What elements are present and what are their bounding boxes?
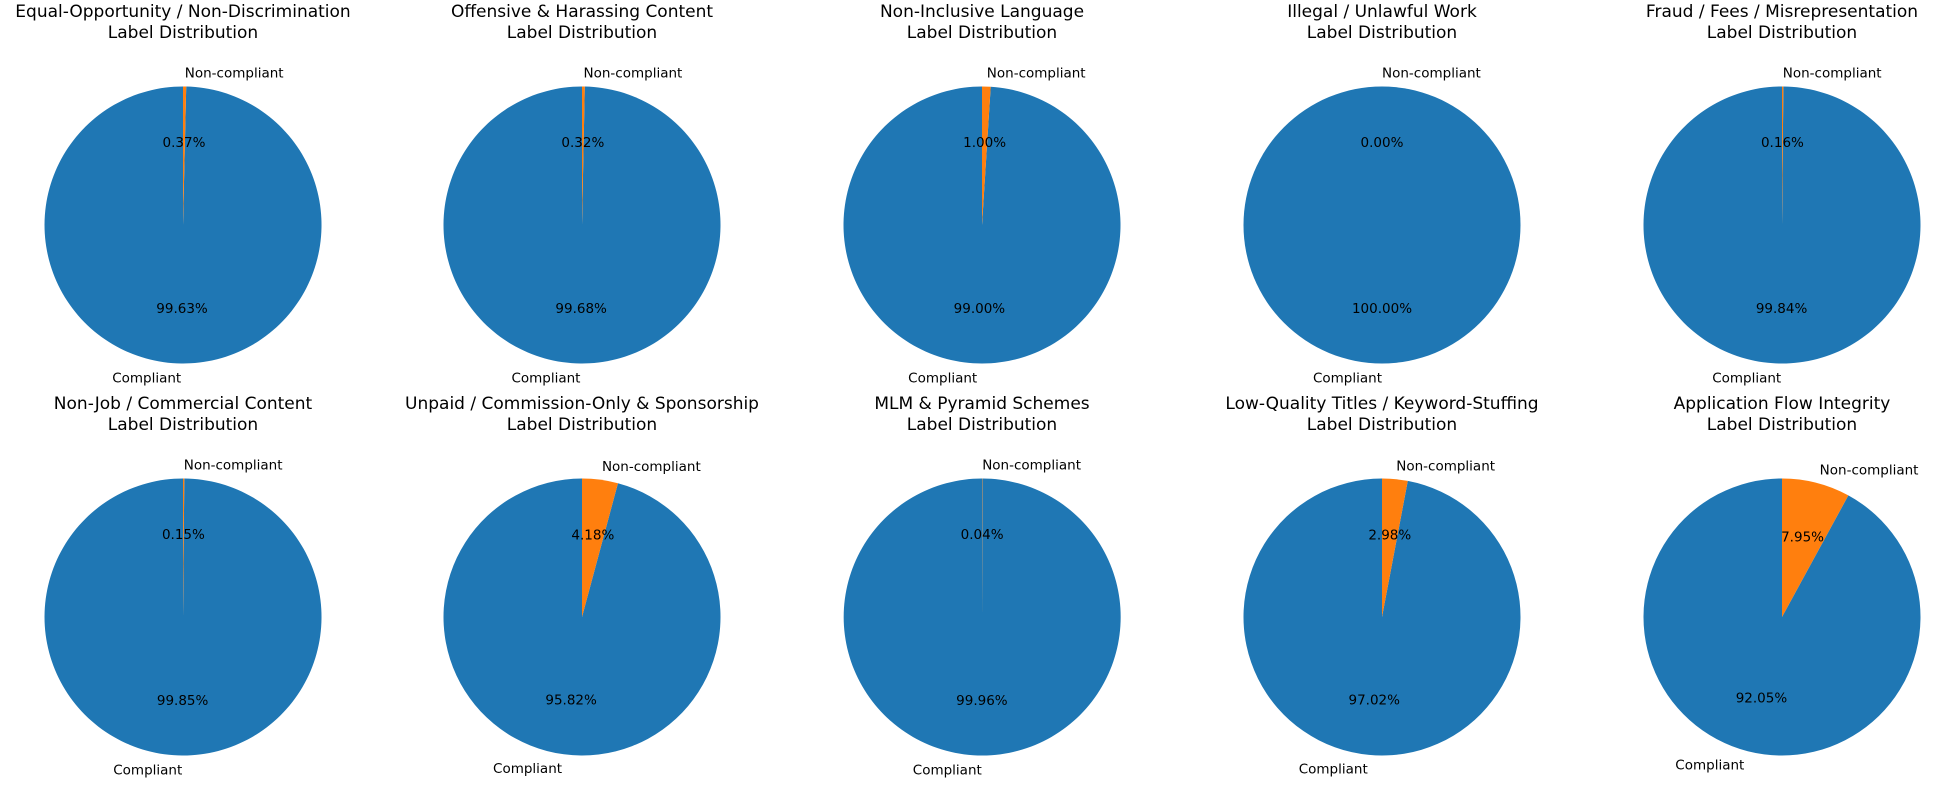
pie-slice-compliant [44, 478, 322, 756]
percent-label-compliant: 95.82% [545, 692, 597, 708]
slice-label-non-compliant: Non-compliant [987, 66, 1086, 82]
slice-label-non-compliant: Non-compliant [185, 66, 284, 82]
slice-label-non-compliant: Non-compliant [584, 66, 683, 82]
chart-title: Application Flow Integrity [1674, 394, 1891, 414]
percent-label-non-compliant: 2.98% [1368, 527, 1411, 543]
slice-label-compliant: Compliant [511, 370, 580, 386]
slice-label-non-compliant: Non-compliant [1783, 66, 1882, 82]
pie-slice-non-compliant [1782, 86, 1784, 225]
percent-label-non-compliant: 0.00% [1361, 135, 1404, 151]
percent-label-non-compliant: 0.15% [162, 527, 205, 543]
percent-label-non-compliant: 0.04% [961, 527, 1004, 543]
percent-label-compliant: 99.68% [555, 301, 607, 317]
pie-slice-compliant [443, 86, 721, 364]
chart-title: Offensive & Harassing Content [451, 2, 713, 22]
pie-slice-compliant [443, 478, 721, 756]
chart-title: Equal-Opportunity / Non-Discrimination [15, 2, 350, 22]
slice-label-compliant: Compliant [113, 762, 182, 778]
slice-label-compliant: Compliant [112, 370, 181, 386]
pie-slice-compliant [1243, 86, 1521, 364]
percent-label-compliant: 97.02% [1348, 693, 1400, 709]
chart-subtitle: Label Distribution [1707, 23, 1857, 43]
pie-slice-non-compliant [183, 478, 185, 617]
pie-chart-equal-opportunity-non-discrimination: Equal-Opportunity / Non-DiscriminationLa… [15, 2, 350, 386]
pie-slice-compliant [1643, 478, 1921, 756]
pie-chart-low-quality-titles-keyword-stuffing: Low-Quality Titles / Keyword-StuffingLab… [1225, 394, 1538, 778]
percent-label-compliant: 99.96% [956, 693, 1008, 709]
slice-label-non-compliant: Non-compliant [982, 458, 1081, 474]
pie-slice-non-compliant [582, 86, 585, 225]
slice-label-compliant: Compliant [1675, 758, 1744, 774]
percent-label-compliant: 99.63% [156, 301, 208, 317]
percent-label-compliant: 99.00% [954, 301, 1006, 317]
pie-slice-compliant [44, 86, 322, 364]
pie-slice-non-compliant [1782, 478, 1849, 617]
slice-label-compliant: Compliant [908, 370, 977, 386]
percent-label-non-compliant: 0.16% [1761, 135, 1804, 151]
chart-subtitle: Label Distribution [1307, 23, 1457, 43]
slice-label-compliant: Compliant [493, 761, 562, 777]
chart-title: Low-Quality Titles / Keyword-Stuffing [1225, 394, 1538, 414]
chart-subtitle: Label Distribution [1707, 415, 1857, 435]
slice-label-non-compliant: Non-compliant [1396, 458, 1495, 474]
slice-label-non-compliant: Non-compliant [1382, 66, 1481, 82]
percent-label-compliant: 99.84% [1756, 301, 1808, 317]
pie-slice-non-compliant [582, 478, 618, 617]
slice-label-compliant: Compliant [1712, 370, 1781, 386]
chart-title: MLM & Pyramid Schemes [874, 394, 1089, 414]
percent-label-non-compliant: 0.37% [163, 135, 206, 151]
percent-label-compliant: 92.05% [1736, 691, 1788, 707]
chart-title: Non-Inclusive Language [880, 2, 1084, 22]
chart-subtitle: Label Distribution [507, 415, 657, 435]
pie-slice-compliant [843, 478, 1121, 756]
slice-label-non-compliant: Non-compliant [184, 458, 283, 474]
pie-slice-non-compliant [982, 86, 991, 225]
pie-slice-non-compliant [183, 86, 187, 225]
slice-label-compliant: Compliant [1299, 762, 1368, 778]
percent-label-non-compliant: 7.95% [1781, 529, 1824, 545]
chart-title: Non-Job / Commercial Content [54, 394, 313, 414]
chart-title: Illegal / Unlawful Work [1287, 2, 1477, 22]
chart-subtitle: Label Distribution [108, 23, 258, 43]
slice-label-non-compliant: Non-compliant [602, 459, 701, 475]
percent-label-non-compliant: 1.00% [963, 135, 1006, 151]
pie-chart-unpaid-commission-only-sponsorship: Unpaid / Commission-Only & SponsorshipLa… [405, 394, 759, 777]
chart-subtitle: Label Distribution [507, 23, 657, 43]
slice-label-compliant: Compliant [913, 762, 982, 778]
chart-title: Unpaid / Commission-Only & Sponsorship [405, 394, 759, 414]
pie-slice-non-compliant [1382, 478, 1408, 617]
chart-subtitle: Label Distribution [1307, 415, 1457, 435]
percent-label-compliant: 100.00% [1352, 301, 1412, 317]
slice-label-compliant: Compliant [1313, 370, 1382, 386]
pie-slice-compliant [843, 86, 1121, 364]
pie-slice-compliant [1243, 478, 1521, 756]
percent-label-non-compliant: 0.32% [561, 135, 604, 151]
pie-slice-compliant [1643, 86, 1921, 364]
percent-label-compliant: 99.85% [157, 693, 209, 709]
slice-label-non-compliant: Non-compliant [1820, 462, 1919, 478]
chart-title: Fraud / Fees / Misrepresentation [1646, 2, 1918, 22]
chart-subtitle: Label Distribution [108, 415, 258, 435]
chart-subtitle: Label Distribution [907, 415, 1057, 435]
chart-subtitle: Label Distribution [907, 23, 1057, 43]
percent-label-non-compliant: 4.18% [571, 528, 614, 544]
